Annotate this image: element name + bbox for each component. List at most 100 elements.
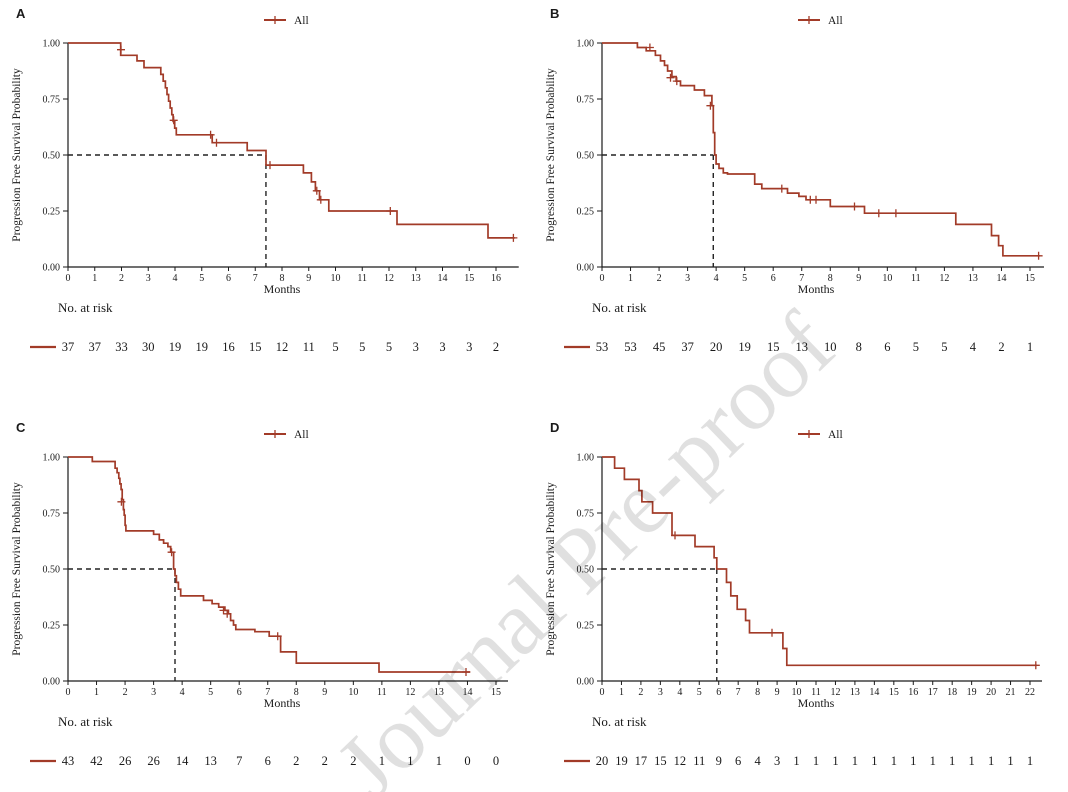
risk-count: 2 [998,340,1004,354]
x-tick-label: 16 [491,273,501,284]
y-axis-title: Progression Free Survival Probability [11,68,23,242]
x-tick-label: 7 [265,687,270,698]
x-tick-label: 15 [889,687,899,698]
x-tick-label: 13 [434,687,444,698]
risk-count: 12 [674,754,687,768]
survival-curve [602,42,1040,257]
y-tick-label: 0.00 [43,677,61,688]
y-tick-label: 0.50 [577,151,595,162]
x-tick-label: 2 [657,273,662,284]
censor-mark [316,195,325,204]
median-lines [68,568,176,681]
survival-curve [68,456,471,673]
legend-censor-icon [271,430,279,438]
x-tick-label: 19 [967,687,977,698]
x-tick-label: 8 [280,273,285,284]
risk-count: 19 [615,754,628,768]
x-tick-label: 10 [882,273,892,284]
risk-count: 3 [774,754,780,768]
risk-count: 15 [654,754,667,768]
panel-label: D [550,420,559,435]
y-tick-label: 0.50 [577,565,595,576]
censor-mark [671,531,679,540]
risk-table: No. at risk 53 53 45 37 20 19 15 13 10 8 6 5 5 4 2 1 [564,300,1033,354]
risk-count: 8 [856,340,862,354]
x-tick-label: 15 [491,687,501,698]
y-tick-label: 1.00 [43,453,61,464]
risk-count: 1 [1027,754,1033,768]
risk-count: 19 [738,340,751,354]
risk-count: 53 [624,340,637,354]
x-tick-label: 22 [1025,687,1035,698]
x-tick-label: 4 [677,687,682,698]
risk-count: 3 [413,340,419,354]
risk-count: 37 [62,340,75,354]
x-tick-label: 6 [716,687,721,698]
censor-mark [167,548,176,557]
risk-table: No. at risk 43 42 26 26 14 13 7 6 2 2 2 1 1 1 0 0 [30,714,499,768]
legend: All [798,429,843,441]
risk-count: 1 [793,754,799,768]
x-tick-label: 16 [908,687,918,698]
y-tick-label: 0.00 [577,263,595,274]
risk-count: 3 [439,340,445,354]
y-tick-label: 0.00 [577,677,595,688]
censor-mark [117,497,126,506]
risk-count: 1 [832,754,838,768]
x-tick-label: 13 [411,273,421,284]
risk-count: 6 [884,340,890,354]
legend-censor-icon [805,430,813,438]
km-panel-c: C All 0.00 0.25 0.50 0.75 1.00 0 1 2 3 4 5 6 7 8 9 10 11 12… [0,396,534,792]
x-tick-label: 11 [377,687,387,698]
x-tick-label: 6 [771,273,776,284]
x-tick-label: 8 [755,687,760,698]
x-tick-label: 14 [438,273,448,284]
risk-count: 6 [265,754,271,768]
x-tick-label: 5 [742,273,747,284]
risk-count: 33 [115,340,128,354]
x-axis-title: Months [798,282,835,296]
x-tick-label: 0 [600,687,605,698]
censor-mark [706,101,715,110]
survival-curve [602,456,1037,667]
censor-mark [117,45,125,54]
y-tick-label: 0.75 [43,95,61,106]
censor-mark [212,138,221,147]
x-tick-label: 10 [331,273,341,284]
legend-label: All [828,15,843,27]
x-tick-label: 2 [638,687,643,698]
x-tick-label: 12 [939,273,949,284]
x-tick-label: 2 [123,687,128,698]
censor-marks [645,43,1043,260]
risk-count: 4 [755,754,762,768]
risk-count: 43 [62,754,75,768]
x-tick-label: 1 [619,687,624,698]
censor-mark [777,184,786,193]
legend-censor-icon [805,16,813,24]
x-tick-label: 12 [405,687,415,698]
x-tick-label: 1 [94,687,99,698]
y-tick-label: 0.00 [43,263,61,274]
x-tick-label: 17 [928,687,938,698]
x-tick-label: 13 [850,687,860,698]
legend-label: All [294,429,309,441]
risk-count: 0 [493,754,499,768]
x-tick-label: 11 [357,273,367,284]
censor-marks [671,531,1040,670]
censor-mark [1034,251,1043,260]
risk-count: 7 [236,754,242,768]
censor-mark [266,161,274,170]
x-tick-label: 4 [180,687,185,698]
x-axis-title: Months [264,696,301,710]
risk-count: 9 [716,754,722,768]
risk-count: 10 [824,340,837,354]
censor-mark [874,209,883,218]
x-axis-title: Months [264,282,301,296]
censor-mark [812,195,820,204]
censor-mark [891,209,900,218]
legend-label: All [294,15,309,27]
legend-label: All [828,429,843,441]
